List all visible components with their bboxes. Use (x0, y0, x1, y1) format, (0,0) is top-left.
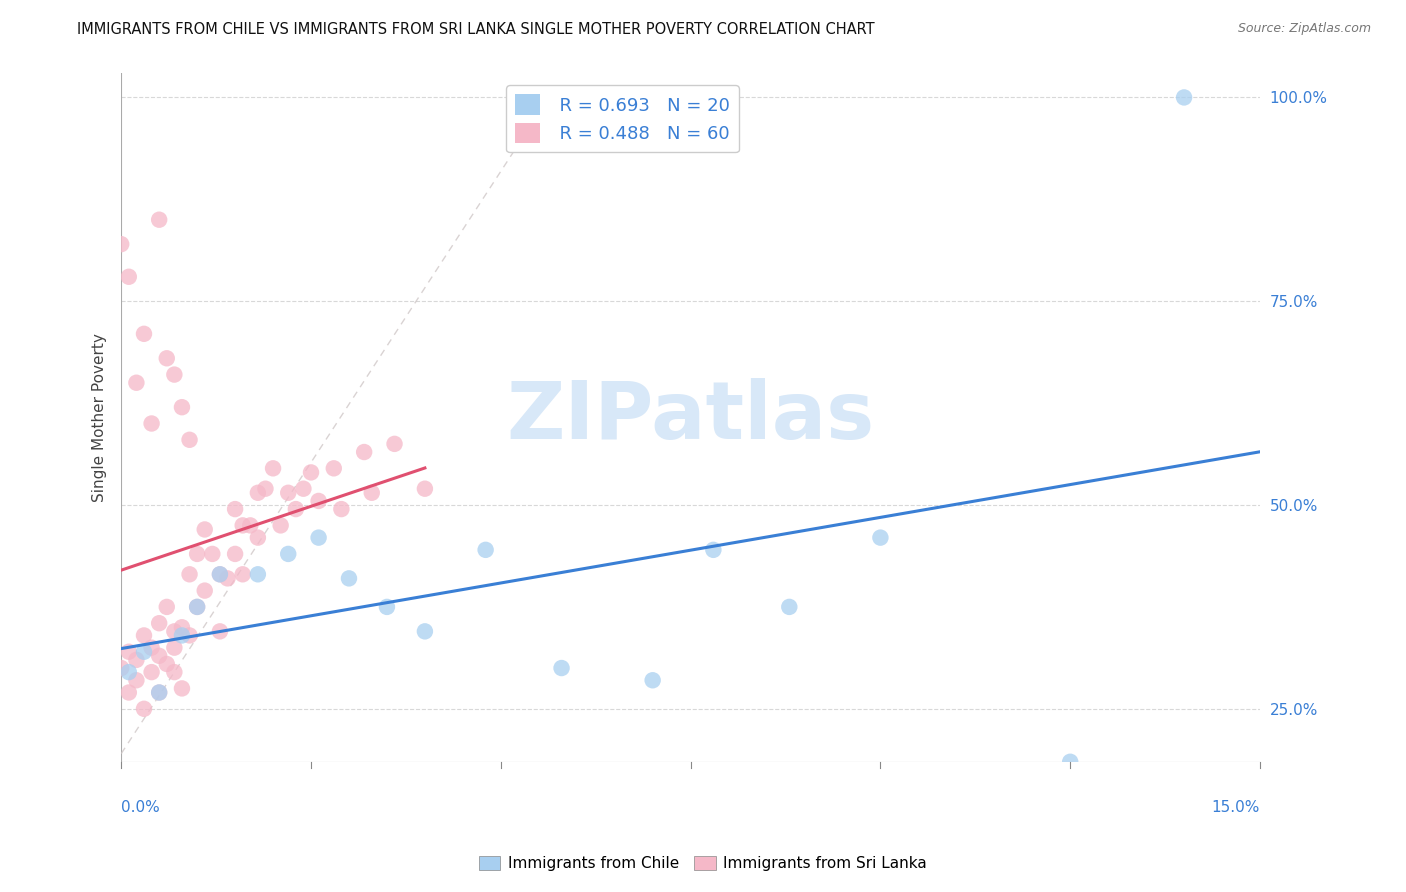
Point (353, 445, 375, 459)
Point (246, 531, 269, 545)
Point (413, 624, 436, 639)
Point (778, 599, 800, 614)
Point (208, 624, 231, 639)
Point (148, 616, 170, 631)
Point (337, 571, 360, 585)
Point (262, 461, 284, 475)
Point (702, 542, 724, 557)
Point (163, 368, 186, 382)
Point (322, 461, 344, 475)
Point (118, 685, 141, 699)
Point (125, 376, 148, 390)
Point (299, 466, 322, 480)
Point (132, 326, 155, 341)
Text: IMMIGRANTS FROM CHILE VS IMMIGRANTS FROM SRI LANKA SINGLE MOTHER POVERTY CORRELA: IMMIGRANTS FROM CHILE VS IMMIGRANTS FROM… (77, 22, 875, 37)
Point (474, 542, 496, 557)
Point (194, 523, 217, 537)
Point (232, 567, 254, 582)
Text: 15.0%: 15.0% (1212, 799, 1260, 814)
Point (148, 212, 170, 227)
Point (179, 628, 201, 642)
Point (163, 665, 186, 679)
Y-axis label: Single Mother Poverty: Single Mother Poverty (93, 333, 107, 502)
Point (156, 351, 179, 366)
Point (375, 599, 398, 614)
Point (232, 518, 254, 533)
Point (284, 502, 307, 516)
Point (1173, 90, 1195, 104)
Point (201, 547, 224, 561)
Point (163, 624, 186, 639)
Point (148, 685, 170, 699)
Point (186, 599, 208, 614)
Point (224, 547, 246, 561)
Point (118, 269, 141, 284)
Point (179, 567, 201, 582)
Text: ZIPatlas: ZIPatlas (506, 378, 875, 457)
Point (148, 648, 170, 663)
Point (170, 400, 193, 414)
Point (118, 665, 141, 679)
Point (308, 531, 330, 545)
Point (239, 518, 262, 533)
Point (1059, 755, 1081, 769)
Point (132, 628, 155, 642)
Point (550, 661, 572, 675)
Point (118, 645, 141, 659)
Point (208, 567, 231, 582)
Point (384, 437, 406, 451)
Point (246, 567, 269, 582)
Point (641, 673, 664, 688)
Point (277, 547, 299, 561)
Point (254, 482, 277, 496)
Point (194, 583, 217, 598)
Legend:   R = 0.693   N = 20,   R = 0.488   N = 60: R = 0.693 N = 20, R = 0.488 N = 60 (506, 86, 738, 153)
Point (125, 673, 148, 688)
Point (208, 567, 231, 582)
Point (224, 502, 246, 516)
Text: 0.0%: 0.0% (121, 799, 160, 814)
Point (360, 485, 382, 500)
Point (170, 681, 193, 696)
Point (156, 657, 179, 671)
Point (132, 645, 155, 659)
Point (217, 571, 239, 585)
Point (163, 640, 186, 655)
Point (292, 482, 315, 496)
Point (141, 665, 163, 679)
Point (132, 702, 155, 716)
Text: Source: ZipAtlas.com: Source: ZipAtlas.com (1237, 22, 1371, 36)
Point (186, 599, 208, 614)
Point (141, 417, 163, 431)
Point (330, 502, 353, 516)
Legend: Immigrants from Chile, Immigrants from Sri Lanka: Immigrants from Chile, Immigrants from S… (472, 850, 934, 877)
Point (156, 599, 179, 614)
Point (141, 640, 163, 655)
Point (179, 433, 201, 447)
Point (270, 518, 292, 533)
Point (170, 628, 193, 642)
Point (277, 485, 299, 500)
Point (170, 620, 193, 634)
Point (110, 661, 132, 675)
Point (110, 237, 132, 252)
Point (869, 531, 891, 545)
Point (413, 482, 436, 496)
Point (186, 547, 208, 561)
Point (308, 494, 330, 508)
Point (148, 685, 170, 699)
Point (246, 485, 269, 500)
Point (125, 653, 148, 667)
